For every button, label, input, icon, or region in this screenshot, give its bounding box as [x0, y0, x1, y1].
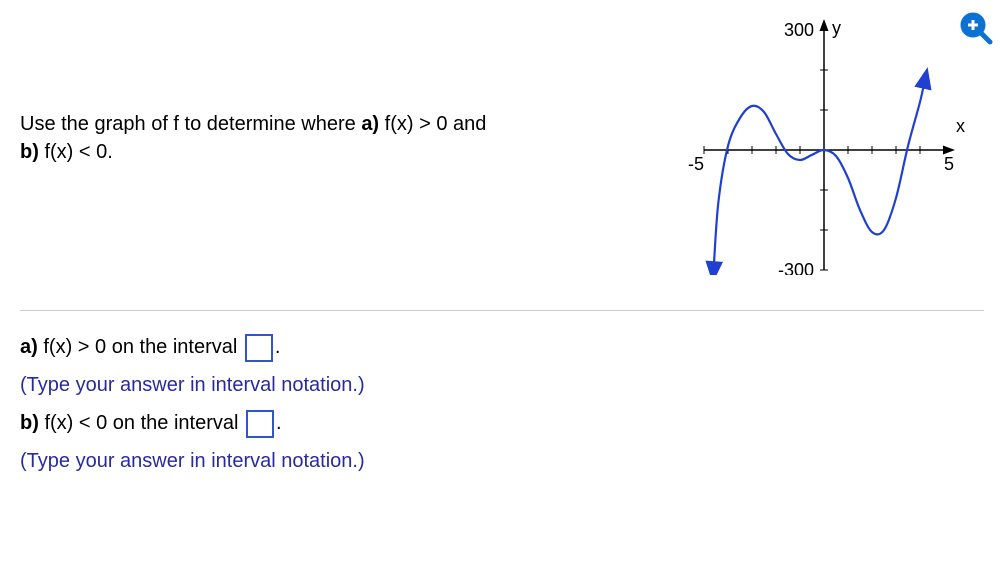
- section-divider: [20, 310, 984, 311]
- answer-a-input[interactable]: [245, 334, 273, 362]
- answers-section: a) f(x) > 0 on the interval . (Type your…: [20, 331, 984, 477]
- svg-text:5: 5: [944, 154, 954, 174]
- part-a-label: a): [361, 113, 379, 135]
- part-b-label: b): [20, 141, 39, 163]
- answer-a-after: .: [275, 336, 281, 358]
- part-a-cond: f(x) > 0 and: [379, 113, 486, 135]
- svg-text:x: x: [956, 116, 965, 136]
- question-prefix: Use the graph of f to determine where: [20, 113, 361, 135]
- top-section: Use the graph of f to determine where a)…: [20, 10, 984, 290]
- graph-area: 5 -5 300 -300 x y: [654, 10, 984, 275]
- svg-text:-300: -300: [778, 260, 814, 275]
- answer-b-after: .: [276, 412, 282, 434]
- question-text: Use the graph of f to determine where a)…: [20, 110, 634, 166]
- answer-b-line: b) f(x) < 0 on the interval .: [20, 407, 984, 439]
- zoom-in-icon: [958, 10, 994, 46]
- answer-b-input[interactable]: [246, 410, 274, 438]
- answer-a-instruction: (Type your answer in interval notation.): [20, 369, 984, 401]
- answer-b-instruction: (Type your answer in interval notation.): [20, 445, 984, 477]
- answer-b-prefix: b): [20, 412, 39, 434]
- zoom-in-button[interactable]: [958, 10, 994, 46]
- part-b-cond: f(x) < 0.: [39, 141, 113, 163]
- answer-b-text: f(x) < 0 on the interval: [39, 412, 244, 434]
- answer-a-line: a) f(x) > 0 on the interval .: [20, 331, 984, 363]
- svg-text:300: 300: [784, 20, 814, 40]
- answer-a-text: f(x) > 0 on the interval: [38, 336, 243, 358]
- svg-text:y: y: [832, 18, 841, 38]
- function-graph: 5 -5 300 -300 x y: [654, 10, 984, 275]
- svg-text:-5: -5: [688, 154, 704, 174]
- answer-a-prefix: a): [20, 336, 38, 358]
